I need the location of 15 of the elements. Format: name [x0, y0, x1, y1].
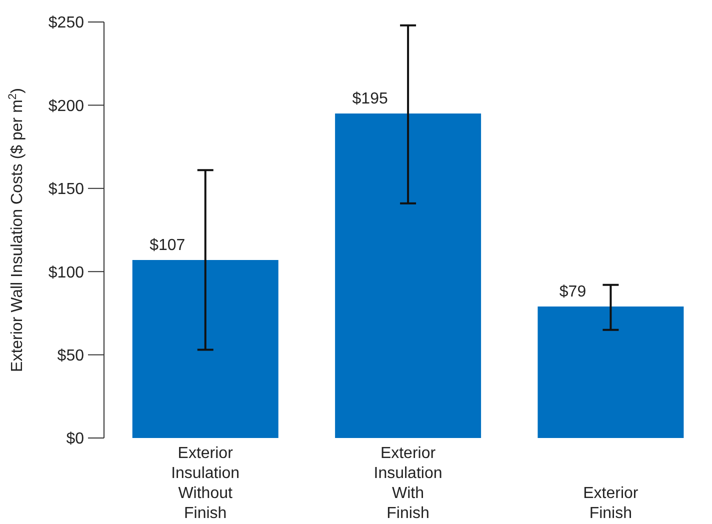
x-tick-label: Exterior Finish [583, 485, 639, 522]
y-tick-label: $100 [48, 264, 84, 282]
y-tick-label: $150 [48, 181, 84, 198]
y-tick-label: $0 [66, 430, 84, 448]
y-tick-label: $200 [48, 98, 84, 115]
bar [132, 260, 278, 438]
x-tick-label: Exterior Insulation With Finish [374, 445, 442, 522]
data-label: $195 [352, 90, 388, 108]
y-tick-label: $50 [57, 347, 84, 364]
data-label: $79 [559, 284, 586, 301]
y-tick-label: $250 [48, 14, 84, 32]
data-label: $107 [150, 236, 186, 254]
bar [335, 114, 482, 438]
x-tick-label: Exterior Insulation Without Finish [171, 445, 240, 522]
bar [538, 306, 684, 438]
